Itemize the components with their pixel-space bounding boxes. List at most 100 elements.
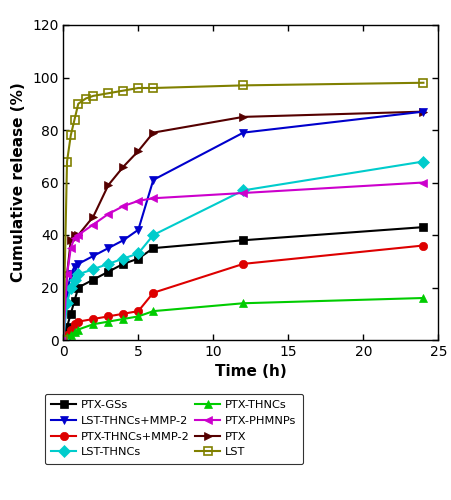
PTX-THNCs+MMP-2 xyxy=(68,326,74,332)
PTX xyxy=(60,337,66,343)
PTX-GSs xyxy=(120,261,126,267)
PTX-THNCs+MMP-2 xyxy=(64,332,69,338)
LST-THNCs+MMP-2 xyxy=(240,130,245,136)
PTX-PHMNPs xyxy=(120,203,126,209)
LST-THNCs xyxy=(420,158,425,164)
PTX-THNCs xyxy=(106,318,111,324)
LST-THNCs xyxy=(72,276,77,282)
LST xyxy=(68,132,74,138)
PTX-THNCs+MMP-2 xyxy=(106,314,111,320)
LST-THNCs xyxy=(135,250,141,256)
PTX xyxy=(420,108,425,114)
PTX-PHMNPs xyxy=(75,232,81,238)
Line: PTX: PTX xyxy=(59,108,427,344)
PTX-GSs xyxy=(150,245,156,251)
LST xyxy=(120,88,126,94)
PTX-PHMNPs xyxy=(90,222,96,228)
PTX-THNCs xyxy=(60,337,66,343)
LST-THNCs+MMP-2 xyxy=(64,290,69,296)
LST-THNCs xyxy=(90,266,96,272)
PTX-THNCs xyxy=(135,314,141,320)
LST-THNCs xyxy=(75,272,81,278)
PTX-PHMNPs xyxy=(60,337,66,343)
PTX-THNCs xyxy=(420,295,425,301)
LST-THNCs xyxy=(240,188,245,194)
LST xyxy=(90,93,96,99)
Line: LST: LST xyxy=(59,78,427,344)
LST xyxy=(60,337,66,343)
PTX-PHMNPs xyxy=(72,234,77,240)
LST-THNCs+MMP-2 xyxy=(72,264,77,270)
PTX-GSs xyxy=(68,310,74,317)
LST xyxy=(64,158,69,164)
LST-THNCs xyxy=(106,261,111,267)
PTX-GSs xyxy=(64,324,69,330)
PTX xyxy=(150,130,156,136)
PTX xyxy=(120,164,126,170)
LST-THNCs xyxy=(68,284,74,290)
Line: PTX-GSs: PTX-GSs xyxy=(59,223,427,344)
Line: PTX-THNCs+MMP-2: PTX-THNCs+MMP-2 xyxy=(59,242,427,344)
LST-THNCs+MMP-2 xyxy=(68,272,74,278)
PTX-THNCs+MMP-2 xyxy=(135,308,141,314)
PTX-THNCs xyxy=(72,329,77,335)
X-axis label: Time (h): Time (h) xyxy=(215,364,286,380)
Line: PTX-THNCs: PTX-THNCs xyxy=(59,294,427,344)
LST xyxy=(106,90,111,96)
LST xyxy=(83,96,88,102)
PTX-PHMNPs xyxy=(64,272,69,278)
LST-THNCs+MMP-2 xyxy=(60,337,66,343)
LST xyxy=(75,101,81,107)
PTX-THNCs xyxy=(75,326,81,332)
LST-THNCs xyxy=(120,256,126,262)
PTX xyxy=(68,238,74,244)
LST xyxy=(135,85,141,91)
PTX-PHMNPs xyxy=(135,198,141,204)
PTX-THNCs xyxy=(90,321,96,327)
PTX-GSs xyxy=(90,276,96,282)
PTX xyxy=(106,182,111,188)
LST-THNCs xyxy=(150,232,156,238)
PTX-THNCs+MMP-2 xyxy=(150,290,156,296)
PTX-GSs xyxy=(106,269,111,275)
LST-THNCs xyxy=(64,300,69,306)
LST-THNCs+MMP-2 xyxy=(106,245,111,251)
LST xyxy=(240,82,245,88)
Line: LST-THNCs+MMP-2: LST-THNCs+MMP-2 xyxy=(59,108,427,344)
PTX-THNCs xyxy=(150,308,156,314)
PTX-GSs xyxy=(135,256,141,262)
PTX xyxy=(90,214,96,220)
PTX-THNCs+MMP-2 xyxy=(240,261,245,267)
PTX-THNCs xyxy=(64,334,69,340)
PTX-THNCs+MMP-2 xyxy=(72,321,77,327)
PTX-GSs xyxy=(75,284,81,290)
LST-THNCs+MMP-2 xyxy=(120,238,126,244)
PTX-PHMNPs xyxy=(420,180,425,186)
LST-THNCs xyxy=(60,337,66,343)
LST-THNCs+MMP-2 xyxy=(90,253,96,259)
PTX-PHMNPs xyxy=(150,195,156,201)
PTX-GSs xyxy=(60,337,66,343)
PTX-PHMNPs xyxy=(106,211,111,217)
LST-THNCs+MMP-2 xyxy=(420,108,425,114)
PTX xyxy=(64,272,69,278)
LST xyxy=(72,116,77,122)
PTX-THNCs+MMP-2 xyxy=(75,318,81,324)
Line: LST-THNCs: LST-THNCs xyxy=(59,158,427,344)
PTX xyxy=(135,148,141,154)
PTX-THNCs+MMP-2 xyxy=(60,337,66,343)
PTX-THNCs+MMP-2 xyxy=(120,310,126,317)
LST xyxy=(150,85,156,91)
PTX-THNCs+MMP-2 xyxy=(90,316,96,322)
Legend: PTX-GSs, LST-THNCs+MMP-2, PTX-THNCs+MMP-2, LST-THNCs, PTX-THNCs, PTX-PHMNPs, PTX: PTX-GSs, LST-THNCs+MMP-2, PTX-THNCs+MMP-… xyxy=(45,394,303,464)
PTX xyxy=(240,114,245,120)
LST xyxy=(420,80,425,86)
Y-axis label: Cumulative release (%): Cumulative release (%) xyxy=(11,82,27,282)
PTX-GSs xyxy=(72,298,77,304)
LST-THNCs+MMP-2 xyxy=(75,261,81,267)
PTX-GSs xyxy=(240,238,245,244)
Line: PTX-PHMNPs: PTX-PHMNPs xyxy=(59,178,427,344)
PTX-GSs xyxy=(420,224,425,230)
PTX-THNCs xyxy=(240,300,245,306)
PTX-THNCs xyxy=(68,332,74,338)
